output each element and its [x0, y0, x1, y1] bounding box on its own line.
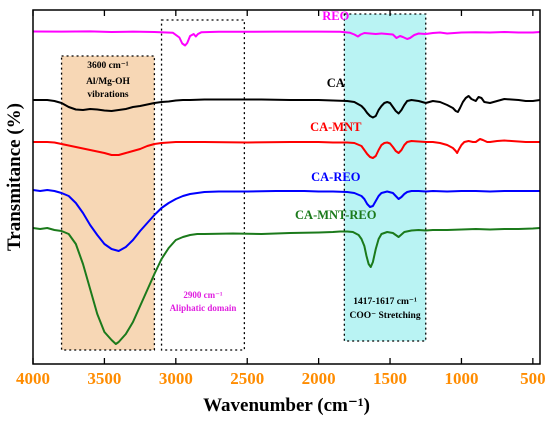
series-layer: [32, 30, 541, 345]
series-line-ca-reo: [32, 189, 540, 252]
3600-band-box-text-0: 3600 cm⁻¹: [87, 61, 129, 71]
2900-band-box-text-1: Aliphatic domain: [170, 303, 237, 313]
x-tick-label-2500: 2500: [230, 369, 264, 388]
3600-band-box-text-1: Al/Mg-OH: [86, 77, 130, 87]
1417-1617-band-box-text-1: COO⁻ Stretching: [350, 311, 421, 321]
x-tick-label-1000: 1000: [444, 369, 478, 388]
x-tick-label-3000: 3000: [159, 369, 193, 388]
series-label-ca: CA: [327, 76, 345, 90]
x-tick-label-3500: 3500: [87, 369, 121, 388]
x-tick-label-500: 500: [520, 369, 546, 388]
series-label-reo: REO: [322, 9, 349, 23]
series-label-ca-mnt-reo: CA-MNT-REO: [295, 208, 377, 222]
series-line-reo: [32, 30, 541, 47]
x-tick-label-4000: 4000: [16, 369, 50, 388]
2900-band-box-text-0: 2900 cm⁻¹: [183, 290, 222, 300]
x-axis: 4000 3500 3000 2500 2000 1500 1000 500: [16, 10, 546, 388]
y-axis-title: Transmitance (%): [4, 103, 25, 251]
series-label-ca-reo: CA-REO: [311, 170, 361, 184]
1417-1617-band-box: [343, 13, 427, 342]
1417-1617-band-box-text-0: 1417-1617 cm⁻¹: [353, 297, 417, 307]
x-tick-label-2000: 2000: [302, 369, 336, 388]
x-tick-label-1500: 1500: [373, 369, 407, 388]
3600-band-box-text-2: vibrations: [87, 90, 128, 100]
series-line-ca-mnt: [33, 138, 540, 159]
annotation-layer: 3600 cm⁻¹ Al/Mg-OH vibrations 2900 cm⁻¹ Alip…: [60, 13, 427, 351]
2900-band-box: [160, 19, 246, 351]
series-label-layer: REO CA CA-MNT CA-REO CA-MNT-REO: [295, 9, 377, 222]
x-axis-title: Wavenumber (cm⁻¹): [203, 395, 370, 416]
series-line-ca-mnt-reo: [32, 227, 541, 345]
series-line-ca: [33, 95, 541, 119]
plot-frame: [32, 9, 541, 365]
series-label-ca-mnt: CA-MNT: [310, 120, 362, 134]
